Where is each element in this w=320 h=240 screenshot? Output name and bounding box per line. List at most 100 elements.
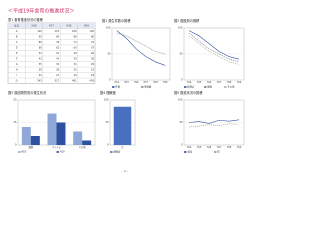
table-cell: 120 <box>37 30 42 33</box>
x-tick-label: その他 <box>79 145 86 149</box>
x-tick-label: H16 <box>134 81 139 84</box>
line-series <box>116 30 166 66</box>
y-tick-label: 0 <box>15 144 17 147</box>
y-tick-label: 100 <box>106 27 111 30</box>
bar <box>21 127 31 145</box>
y-tick-label: 100 <box>178 99 183 102</box>
legend-label: H18 <box>21 151 26 154</box>
table-cell: 41 <box>56 57 60 60</box>
table-cell: 459 <box>89 79 94 82</box>
table-cell: 36 <box>91 57 95 60</box>
table-cell: 70 <box>91 41 95 44</box>
x-tick-label: ウイルス <box>52 145 61 149</box>
table-cell: 517 <box>55 79 60 82</box>
table-cell: 19 <box>74 74 78 77</box>
x-tick-label: H17 <box>217 146 222 149</box>
table-cell: 491 <box>72 79 77 82</box>
bar <box>113 106 132 145</box>
x-tick-label: H15 <box>197 81 202 84</box>
table-header-cell: H16 <box>32 24 37 27</box>
table-cell: 46 <box>91 52 95 55</box>
legend-label: H19 <box>60 151 65 154</box>
bar <box>47 113 57 145</box>
line-series <box>188 119 240 124</box>
x-tick-label: H14 <box>187 81 192 84</box>
table-cell: 62 <box>56 46 60 49</box>
table-cell: 78 <box>56 41 60 44</box>
table-cell: 543 <box>37 79 42 82</box>
table-caption: 表1 食育推進状況の推移 <box>8 17 44 22</box>
table-cell: C <box>16 41 18 44</box>
legend-swatch <box>110 151 113 153</box>
page-title: ＜平成19年食育の推進状況＞ <box>8 8 74 15</box>
legend-label: 家庭 <box>207 85 212 89</box>
legend-swatch <box>112 86 115 88</box>
table-cell: 80 <box>91 35 95 38</box>
table-cell: 80 <box>39 41 43 44</box>
x-tick-label: H18 <box>227 146 232 149</box>
table-header-cell: H17 <box>49 24 54 27</box>
y-tick-label: 25 <box>13 121 17 124</box>
x-tick-label: H15 <box>124 81 129 84</box>
figure-title: 図1 発生件数の推移 <box>102 18 131 23</box>
legend-label: 飲食店 <box>187 85 195 89</box>
table-cell: 21 <box>56 74 60 77</box>
table-cell: 100 <box>89 30 94 33</box>
line-series <box>188 35 240 65</box>
table-cell: 51 <box>56 52 60 55</box>
table-cell: 43 <box>39 57 43 60</box>
legend-label: 理解度 <box>113 150 121 154</box>
legend-label: 患者数 <box>144 85 152 89</box>
bar <box>82 140 92 145</box>
x-tick-label: H18 <box>153 81 158 84</box>
page: ＜平成19年食育の推進状況＞ - 1 - 表1 食育推進状況の推移 区分 H16 H… <box>7 7 245 173</box>
table-cell: 95 <box>39 35 43 38</box>
y-tick-label: 50 <box>105 121 109 124</box>
table-cell: 35 <box>39 63 43 66</box>
table-cell: 33 <box>56 63 60 66</box>
figure-title: 図2 施設別の推移 <box>174 18 200 23</box>
y-tick-label: 0 <box>109 79 111 82</box>
x-tick-label: H19 <box>163 81 168 84</box>
table-cell: 22 <box>39 74 43 77</box>
table-cell: F <box>16 57 18 60</box>
bar <box>73 131 83 145</box>
table-cell: 54 <box>39 52 43 55</box>
table-cell: A <box>16 30 18 33</box>
table-cell: 39 <box>74 57 78 60</box>
table-header-bg <box>8 23 95 29</box>
x-tick-label: H19 <box>237 146 242 149</box>
y-tick-label: 0 <box>181 79 183 82</box>
table-header-cell: H19 <box>84 24 89 27</box>
table-cell: 31 <box>74 63 78 66</box>
table-cell: H <box>16 68 18 71</box>
x-tick-label: H16 <box>207 81 212 84</box>
table-header-cell: H18 <box>66 24 71 27</box>
table-cell: 115 <box>55 30 60 33</box>
table-cell: B <box>16 35 18 38</box>
x-tick-label: H17 <box>144 81 149 84</box>
table-cell: 25 <box>74 68 78 71</box>
legend-swatch <box>184 151 187 153</box>
table-cell: I <box>16 74 17 77</box>
x-tick-label: H18 <box>227 81 232 84</box>
table-cell: 60 <box>74 46 78 49</box>
x-tick-label: H14 <box>187 146 192 149</box>
legend-swatch <box>214 151 217 153</box>
y-tick-label: 50 <box>179 121 183 124</box>
x-tick-label: H17 <box>217 81 222 84</box>
table-cell: 26 <box>56 68 60 71</box>
figure-title: 図4 理解度 <box>100 90 117 95</box>
legend-label: 県 <box>217 150 220 154</box>
line-series <box>188 123 240 128</box>
table-header-cell: 区分 <box>14 23 19 27</box>
bar <box>56 122 66 145</box>
table-cell: 108 <box>72 30 77 33</box>
figure-title: 図3 原因物質別の発生状況 <box>8 90 47 95</box>
line-series <box>188 32 240 63</box>
table-cell: 18 <box>91 74 95 77</box>
x-tick-label: H16 <box>207 146 212 149</box>
line-series <box>116 32 166 55</box>
y-tick-label: 100 <box>178 27 183 30</box>
table-cell: 66 <box>39 46 43 49</box>
